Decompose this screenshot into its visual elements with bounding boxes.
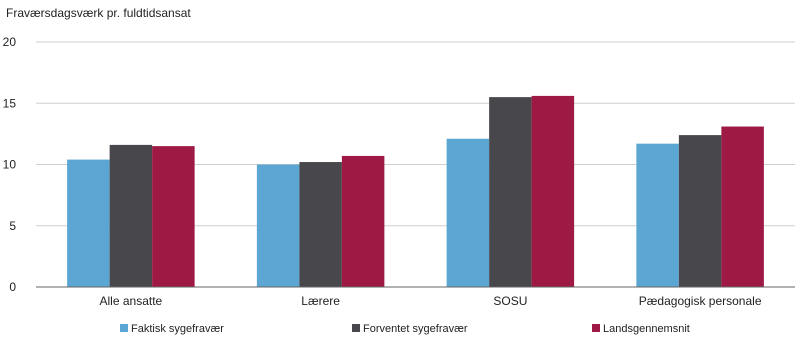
- x-tick-label: Pædagogisk personale: [639, 294, 762, 308]
- y-tick-label: 0: [9, 280, 16, 294]
- bar: [531, 95, 575, 288]
- legend-swatch: [592, 324, 600, 332]
- legend-label: Forventet sygefravær: [363, 323, 468, 335]
- legend-swatch: [352, 324, 360, 332]
- y-tick-labels: 0 5 10 15 20: [3, 35, 17, 294]
- bar: [678, 135, 722, 287]
- bar: [446, 138, 490, 287]
- legend-label: Faktisk sygefravær: [131, 323, 224, 335]
- x-tick-label: SOSU: [493, 294, 527, 308]
- y-axis-label: Fraværsdagsværk pr. fuldtidsansat: [6, 6, 191, 20]
- bar: [721, 126, 764, 288]
- legend-swatch: [120, 324, 128, 332]
- y-tick-label: 5: [9, 219, 16, 233]
- bar: [299, 162, 342, 287]
- x-tick-label: Lærere: [301, 294, 340, 308]
- y-tick-label: 15: [3, 96, 17, 110]
- bars: [67, 95, 764, 288]
- bar: [636, 143, 679, 287]
- legend-label: Landsgennemsnit: [603, 323, 690, 335]
- bar: [109, 144, 153, 287]
- bar: [67, 159, 110, 287]
- legend: Faktisk sygefravær Forventet sygefravær La…: [120, 323, 690, 335]
- bar: [152, 146, 195, 287]
- bar: [489, 97, 532, 287]
- bar: [341, 155, 385, 287]
- x-tick-labels: Alle ansatte Lærere SOSU Pædagogisk persona…: [100, 294, 762, 308]
- y-tick-label: 10: [3, 158, 17, 172]
- bar: [256, 164, 300, 287]
- y-tick-label: 20: [3, 35, 17, 49]
- x-tick-label: Alle ansatte: [100, 294, 163, 308]
